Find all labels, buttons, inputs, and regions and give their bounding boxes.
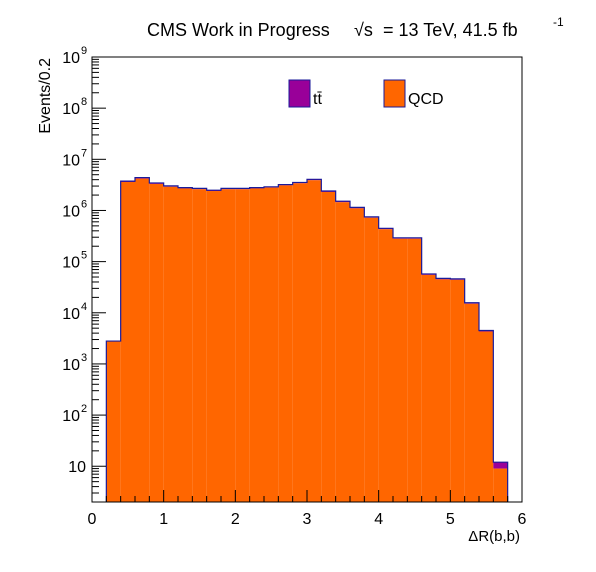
qcd-bar — [264, 187, 279, 502]
qcd-bar — [249, 188, 264, 502]
x-tick-label: 2 — [231, 511, 240, 528]
x-tick-label: 0 — [88, 511, 97, 528]
y-tick-exponent: 8 — [81, 96, 87, 108]
qcd-bar — [149, 183, 164, 502]
qcd-bar — [163, 186, 178, 502]
legend-label-qcd: QCD — [408, 91, 444, 108]
legend-swatch-ttbar — [288, 79, 311, 108]
y-tick-exponent: 6 — [81, 198, 87, 210]
stack-outline — [105, 176, 509, 502]
y-tick-label: 10 — [62, 101, 80, 118]
qcd-bar — [120, 182, 135, 502]
y-tick-label: 10 — [62, 203, 80, 220]
y-tick-label: 10 — [62, 50, 80, 67]
qcd-bar — [278, 185, 293, 502]
qcd-bar — [493, 468, 508, 502]
ttbar-bar — [493, 462, 508, 469]
y-tick-exponent: 7 — [81, 147, 87, 159]
qcd-bar — [135, 178, 150, 502]
qcd-bar — [479, 331, 494, 502]
title-main: CMS Work in Progress — [147, 20, 330, 40]
x-tick-label: 1 — [159, 511, 168, 528]
y-tick-exponent: 3 — [81, 352, 87, 364]
x-tick-label: 3 — [303, 511, 312, 528]
x-axis-label: ΔR(b,b) — [468, 528, 520, 545]
qcd-bar — [292, 183, 307, 502]
qcd-bar — [450, 279, 465, 502]
y-tick-exponent: 5 — [81, 250, 87, 262]
title-energy: = 13 TeV, 41.5 fb — [383, 20, 518, 40]
y-tick-label: 10 — [62, 152, 80, 169]
x-tick-label: 4 — [374, 511, 383, 528]
qcd-bar — [464, 303, 479, 502]
y-tick-label: 10 — [62, 408, 80, 425]
qcd-bar — [307, 180, 322, 502]
qcd-bar — [407, 238, 422, 502]
qcd-bar — [206, 191, 221, 503]
qcd-bar — [436, 279, 451, 502]
y-tick-label: 10 — [62, 255, 80, 272]
y-tick-label: 10 — [62, 306, 80, 323]
qcd-bar — [321, 191, 336, 502]
y-tick-exponent: 2 — [81, 403, 87, 415]
y-axis-label: Events/0.2 — [37, 58, 54, 134]
qcd-bar — [192, 189, 207, 502]
qcd-bar — [235, 189, 250, 502]
y-tick-exponent: 9 — [81, 45, 87, 57]
qcd-bar — [393, 238, 408, 502]
x-tick-label: 6 — [518, 511, 527, 528]
qcd-bar — [378, 229, 393, 502]
plot-title: CMS Work in Progress √s = 13 TeV, 41.5 f… — [147, 15, 564, 40]
legend-swatch-qcd — [383, 79, 406, 108]
x-tick-label: 5 — [446, 511, 455, 528]
y-tick-label: 10 — [62, 357, 80, 374]
legend: tt̄ QCD — [288, 79, 444, 108]
title-sqrt: √s — [354, 20, 373, 40]
legend-label-ttbar: tt̄ — [313, 91, 322, 108]
qcd-bar — [178, 188, 193, 502]
qcd-bar — [421, 274, 436, 502]
title-superscript: -1 — [553, 15, 564, 29]
x-axis: 0 1 2 3 4 5 6 — [88, 490, 527, 528]
histogram-bars — [105, 176, 509, 503]
qcd-bar — [221, 189, 236, 502]
qcd-bar — [335, 202, 350, 502]
y-tick-exponent: 4 — [81, 301, 87, 313]
y-tick-label: 10 — [68, 459, 86, 476]
qcd-bar — [364, 217, 379, 503]
qcd-bar — [106, 341, 121, 502]
qcd-bar — [350, 208, 365, 502]
